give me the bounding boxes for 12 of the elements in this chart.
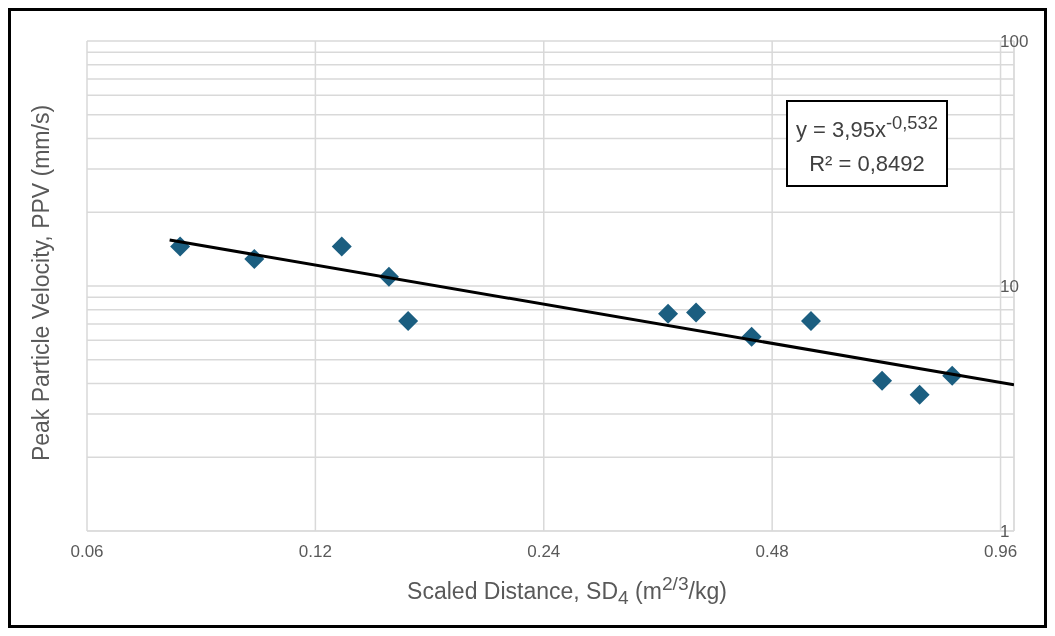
- x-tick-label: 0.96: [984, 542, 1018, 562]
- annotation: y = 3,95x$^{-0,532}$: [796, 111, 938, 145]
- y-tick-label: 10: [1000, 277, 1019, 297]
- x-tick-label: 0.48: [755, 542, 789, 562]
- y-tick-label: 100: [1000, 32, 1029, 52]
- x-tick-label: 0.12: [298, 542, 332, 562]
- x-tick-label: 0.06: [70, 542, 104, 562]
- x-axis-title: Scaled Distance, SD$_{4}$ (m$^{2/3}$/kg): [407, 572, 727, 610]
- y-axis-title: Peak Particle Velocity, PPV (mm/s): [27, 104, 55, 462]
- x-tick-label: 0.24: [527, 542, 561, 562]
- y-tick-label: 1: [1000, 522, 1010, 542]
- annotation: R² = 0,8492: [808, 150, 926, 179]
